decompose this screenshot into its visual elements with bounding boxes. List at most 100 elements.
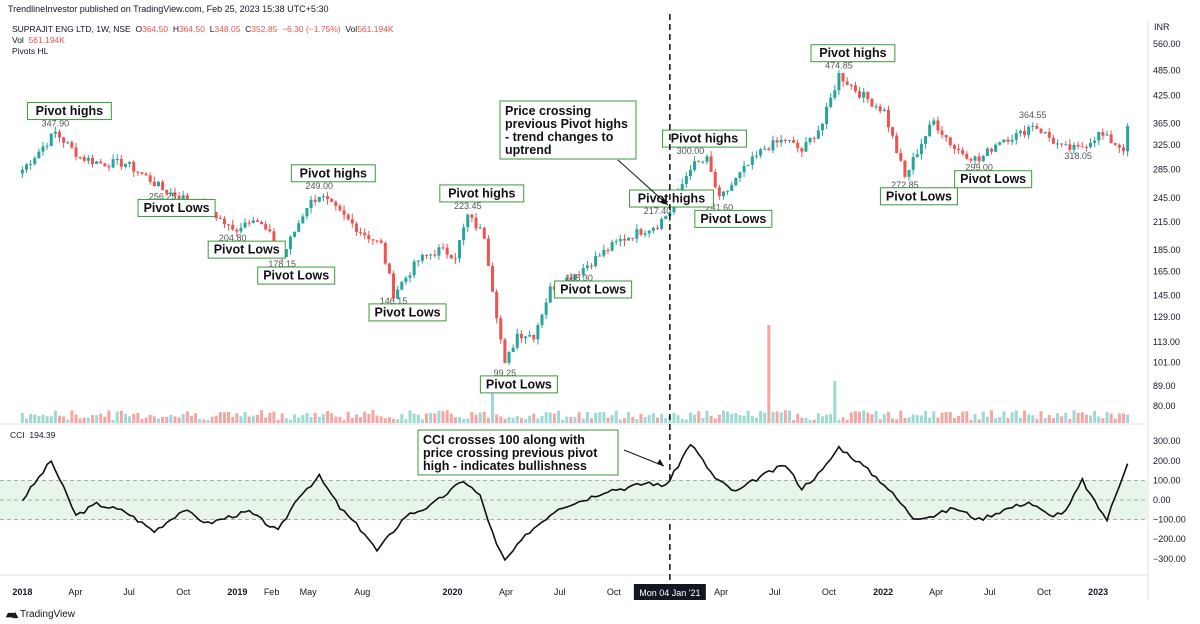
volume-bar (284, 418, 288, 423)
annotation-text: Pivot highs (638, 192, 705, 206)
candle-body (359, 231, 363, 233)
volume-bar (408, 410, 412, 423)
candle-body (948, 137, 952, 146)
candle-body (507, 351, 511, 363)
candle-body (425, 254, 429, 256)
volume-bar (379, 416, 383, 423)
candle-body (321, 196, 325, 198)
price-tick-label: 80.00 (1153, 401, 1176, 411)
volume-bar (20, 412, 24, 423)
time-tick-label: 2019 (227, 587, 247, 597)
volume-bar (107, 410, 111, 423)
candle-body (123, 163, 127, 167)
time-tick-label: Aug (354, 587, 370, 597)
symbol-label[interactable]: SUPRAJIT ENG LTD, 1W, NSE (12, 24, 131, 34)
volume-bar (870, 414, 874, 423)
volume-bar (251, 415, 255, 423)
low-value: 348.05 (214, 24, 241, 34)
volume-bar (1056, 413, 1060, 423)
volume-bar (495, 414, 499, 423)
volume-bar (148, 414, 152, 423)
candle-body (82, 157, 86, 161)
volume-bar (738, 415, 742, 423)
candle-body (330, 199, 334, 202)
candle-body (532, 334, 536, 340)
price-tick-label: 113.00 (1153, 337, 1180, 347)
candle-body (272, 231, 276, 245)
volume-bar (90, 415, 94, 423)
price-tick-label: 365.00 (1153, 119, 1181, 129)
candle-body (301, 216, 305, 224)
candle-body (796, 142, 800, 149)
volume-bar (1076, 412, 1080, 423)
candle-body (688, 169, 692, 177)
vol-row-value: 561.194K (28, 35, 65, 45)
volume-bar (915, 415, 919, 423)
candle-body (235, 229, 239, 232)
vol-value: 561.194K (357, 24, 394, 34)
volume-bar (1027, 414, 1031, 423)
volume-bar (1109, 413, 1113, 423)
volume-bar (709, 415, 713, 423)
candle-body (573, 274, 577, 281)
candle-body (961, 150, 965, 154)
volume-bar (524, 419, 528, 423)
volume-group (20, 325, 1130, 423)
volume-bar (466, 418, 470, 423)
volume-bar (86, 417, 90, 423)
volume-bar (903, 417, 907, 423)
candle-body (833, 90, 837, 98)
cci-legend[interactable]: CCI 194.39 (10, 430, 55, 440)
candle-body (136, 171, 140, 173)
volume-bar (594, 412, 598, 423)
candle-body (49, 133, 53, 146)
candle-body (820, 123, 824, 131)
volume-bar (907, 417, 911, 423)
pivot-low-annotation: Pivot Lows (694, 209, 773, 228)
volume-bar (400, 414, 404, 423)
change-value: −6.30 (−1.75%) (282, 24, 341, 34)
candle-body (1043, 132, 1047, 134)
candle-body (317, 196, 321, 202)
candle-body (862, 91, 866, 98)
candle-body (981, 156, 985, 162)
candle-body (738, 172, 742, 179)
volume-bar (416, 414, 420, 423)
volume-bar (420, 419, 424, 423)
pivot-value-label: 256.25 (149, 191, 177, 201)
volume-bar (862, 410, 866, 423)
candle-body (895, 135, 899, 153)
volume-legend[interactable]: Vol 561.194K (12, 35, 65, 45)
candle-body (326, 196, 330, 200)
volume-bar (70, 410, 74, 423)
cci-tick-label: 300.00 (1153, 436, 1181, 446)
cci-tick-label: 0.00 (1153, 495, 1171, 505)
volume-bar (878, 419, 882, 423)
tradingview-logo[interactable]: ▰▴ TradingView (6, 608, 75, 621)
pivot-high-annotation: Pivot highs (290, 164, 376, 183)
volume-bar (928, 417, 932, 423)
volume-bar (651, 413, 655, 423)
candle-body (594, 255, 598, 267)
volume-bar (627, 412, 631, 423)
annotation-text: Pivot highs (36, 104, 103, 118)
volume-bar (1023, 410, 1027, 423)
candle-body (639, 229, 643, 235)
volume-bar (606, 417, 610, 423)
candle-body (829, 97, 833, 107)
volume-bar (697, 411, 701, 423)
volume-bar (874, 411, 878, 423)
candle-body (680, 184, 684, 190)
pivot-low-annotation: Pivot Lows (257, 266, 336, 285)
callout-line: - trend changes to (505, 130, 614, 144)
volume-bar (247, 416, 251, 423)
volume-bar (1126, 414, 1130, 423)
candle-body (218, 218, 222, 220)
candle-body (940, 130, 944, 136)
pivots-legend[interactable]: Pivots HL (12, 46, 48, 56)
volume-bar (491, 381, 495, 423)
volume-bar (338, 416, 342, 423)
volume-bar (123, 413, 127, 423)
candle-body (693, 161, 697, 170)
